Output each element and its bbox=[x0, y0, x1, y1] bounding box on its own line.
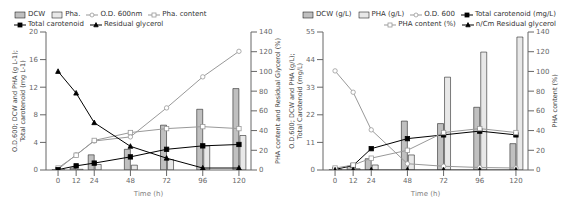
svg-text:8: 8 bbox=[34, 111, 38, 119]
svg-text:0: 0 bbox=[311, 166, 315, 174]
svg-text:140: 140 bbox=[536, 28, 549, 36]
svg-text:Time (h): Time (h) bbox=[410, 190, 441, 198]
svg-text:44: 44 bbox=[306, 56, 315, 64]
svg-text:0: 0 bbox=[34, 166, 38, 174]
html-text:Pha.: Pha. bbox=[65, 10, 81, 18]
svg-text:O.D.600; DCW and PHA (g L-1);T: O.D.600; DCW and PHA (g L-1);Total carot… bbox=[11, 50, 27, 152]
svg-text:12: 12 bbox=[349, 177, 358, 185]
svg-text:120: 120 bbox=[232, 177, 245, 185]
html-text:Total carotenoid (mg/L): Total carotenoid (mg/L) bbox=[474, 10, 556, 18]
svg-text:72: 72 bbox=[439, 177, 448, 185]
svg-text:100: 100 bbox=[536, 68, 549, 76]
svg-text:0: 0 bbox=[259, 166, 263, 174]
svg-text:16: 16 bbox=[29, 56, 38, 64]
svg-text:22: 22 bbox=[306, 111, 315, 119]
svg-text:100: 100 bbox=[259, 68, 272, 76]
svg-text:12: 12 bbox=[29, 84, 38, 92]
svg-text:120: 120 bbox=[259, 48, 272, 56]
html-text:DCW: DCW bbox=[28, 10, 46, 18]
svg-text:20: 20 bbox=[536, 147, 545, 155]
svg-text:0: 0 bbox=[56, 177, 60, 185]
svg-text:Time (h): Time (h) bbox=[133, 190, 164, 198]
svg-text:140: 140 bbox=[259, 28, 272, 36]
html-text:Total carotenoid: Total carotenoid bbox=[28, 20, 84, 28]
html-text:O.D. 600: O.D. 600 bbox=[424, 10, 455, 18]
svg-text:12: 12 bbox=[72, 177, 81, 185]
html-text:O.D. 600nm: O.D. 600nm bbox=[100, 10, 143, 18]
svg-text:48: 48 bbox=[126, 177, 135, 185]
svg-text:96: 96 bbox=[475, 177, 484, 185]
svg-text:O.D.600; DCW and PHA (g/L);Tot: O.D.600; DCW and PHA (g/L);Total Caroten… bbox=[288, 53, 304, 149]
html-text:PHA (g/L): PHA (g/L) bbox=[371, 10, 405, 18]
html-text:n/Cm Residual glycerol: n/Cm Residual glycerol bbox=[475, 20, 556, 28]
html-text:PHA content (%): PHA content (%) bbox=[398, 20, 456, 28]
svg-text:0: 0 bbox=[536, 166, 540, 174]
svg-text:80: 80 bbox=[536, 88, 545, 96]
svg-text:120: 120 bbox=[536, 48, 549, 56]
svg-text:4: 4 bbox=[34, 139, 39, 147]
svg-text:40: 40 bbox=[536, 127, 545, 135]
html-text:Pha. content: Pha. content bbox=[162, 10, 207, 18]
svg-text:33: 33 bbox=[306, 84, 315, 92]
svg-text:20: 20 bbox=[259, 147, 268, 155]
svg-text:24: 24 bbox=[367, 177, 376, 185]
svg-text:72: 72 bbox=[162, 177, 171, 185]
svg-text:80: 80 bbox=[259, 88, 268, 96]
svg-text:48: 48 bbox=[403, 177, 412, 185]
svg-text:0: 0 bbox=[333, 177, 337, 185]
html-text:DCW (g/L): DCW (g/L) bbox=[316, 10, 352, 18]
svg-text:96: 96 bbox=[198, 177, 207, 185]
svg-text:20: 20 bbox=[29, 28, 38, 36]
svg-text:120: 120 bbox=[509, 177, 522, 185]
svg-text:PHA content (%): PHA content (%) bbox=[551, 74, 559, 128]
svg-text:11: 11 bbox=[306, 139, 315, 147]
svg-text:24: 24 bbox=[90, 177, 99, 185]
svg-text:60: 60 bbox=[259, 107, 268, 115]
svg-text:PHA content and Residual Glyce: PHA content and Residual Glycerol (%) bbox=[274, 38, 282, 164]
svg-text:60: 60 bbox=[536, 107, 545, 115]
html-text:Residual glycerol: Residual glycerol bbox=[103, 20, 164, 28]
svg-text:55: 55 bbox=[306, 28, 315, 36]
svg-text:40: 40 bbox=[259, 127, 268, 135]
